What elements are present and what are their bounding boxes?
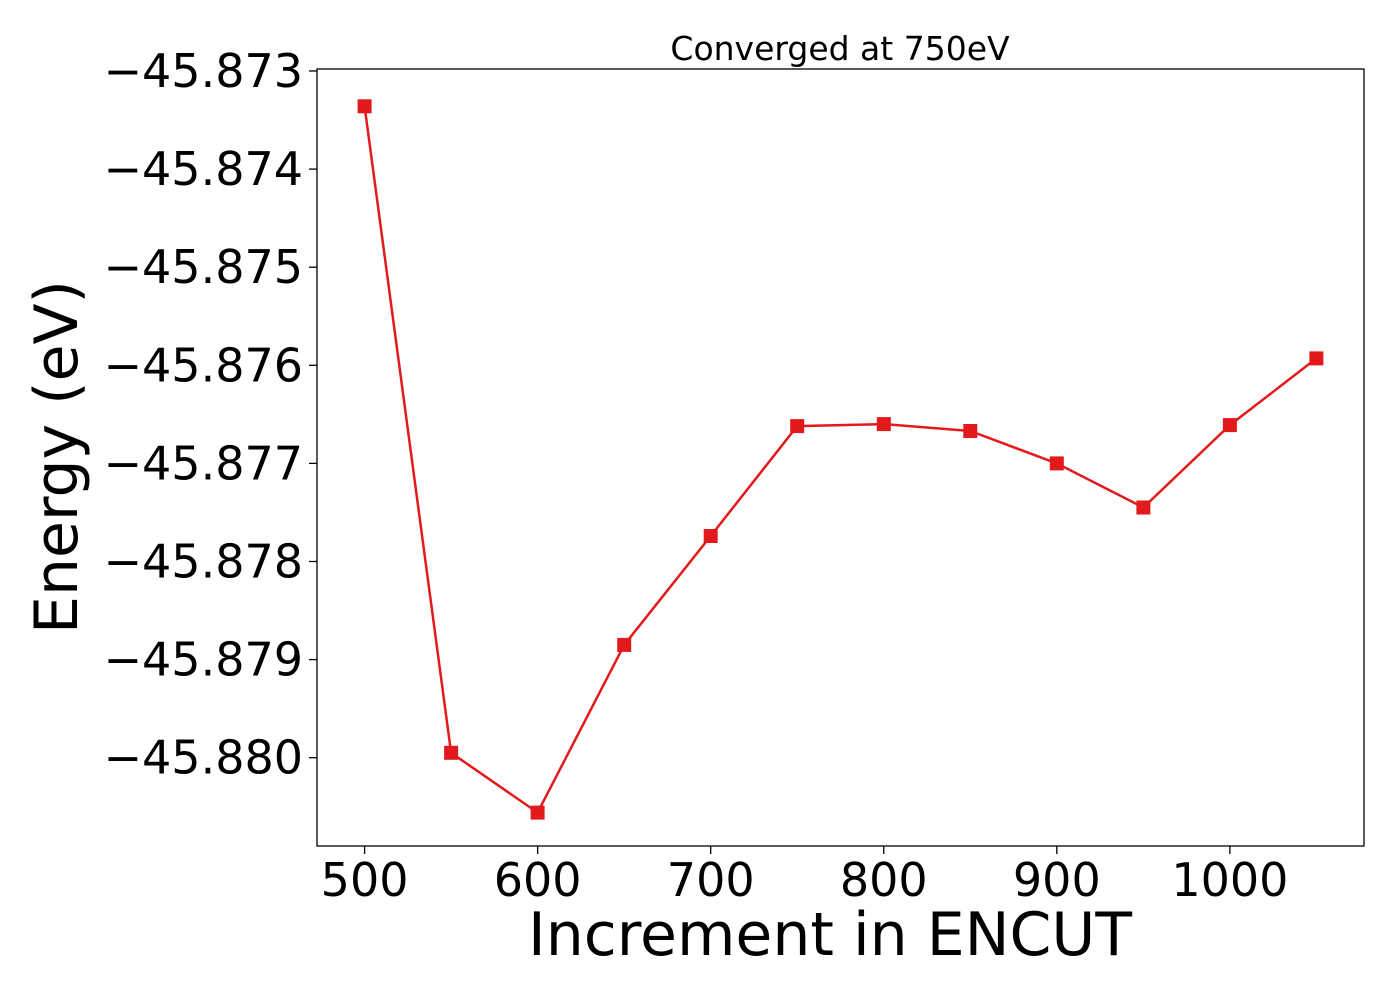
chart-title: Converged at 750eV [670, 29, 1010, 68]
y-tick-label: −45.876 [104, 338, 304, 392]
data-point-marker [1222, 418, 1237, 433]
data-point-marker [1049, 456, 1064, 471]
data-point-marker [530, 805, 545, 820]
data-point-marker [963, 424, 978, 438]
y-tick-label: −45.877 [104, 436, 304, 490]
data-point-marker [876, 417, 891, 432]
data-point-marker [1136, 500, 1151, 515]
data-point-marker [357, 99, 372, 114]
y-axis-ticks: −45.873 −45.874 −45.875 −45.876 −45.877 −45.8… [104, 44, 317, 785]
y-tick-label: −45.875 [104, 240, 304, 294]
x-tick-label: 700 [667, 853, 755, 907]
energy-series-markers [357, 99, 1324, 820]
y-tick-label: −45.878 [104, 534, 304, 588]
x-tick-label: 500 [321, 853, 409, 907]
data-point-marker [1309, 351, 1324, 366]
y-tick-label: −45.880 [104, 731, 304, 785]
x-tick-label: 800 [840, 853, 928, 907]
x-axis-ticks: 500 600 700 800 900 1000 [321, 846, 1288, 907]
data-point-marker [617, 637, 632, 652]
data-point-marker [703, 529, 718, 543]
x-axis-label: Increment in ENCUT [528, 900, 1132, 970]
y-tick-label: −45.879 [104, 633, 304, 687]
y-tick-label: −45.874 [104, 142, 304, 196]
x-tick-label: 1000 [1171, 853, 1288, 907]
x-tick-label: 600 [494, 853, 582, 907]
y-tick-label: −45.873 [104, 44, 304, 98]
data-point-marker [790, 419, 805, 434]
x-tick-label: 900 [1013, 853, 1101, 907]
energy-series-line [363, 106, 1318, 815]
y-axis-label: Energy (eV) [22, 280, 92, 634]
plot-frame [316, 68, 1365, 847]
data-point-marker [444, 745, 459, 760]
